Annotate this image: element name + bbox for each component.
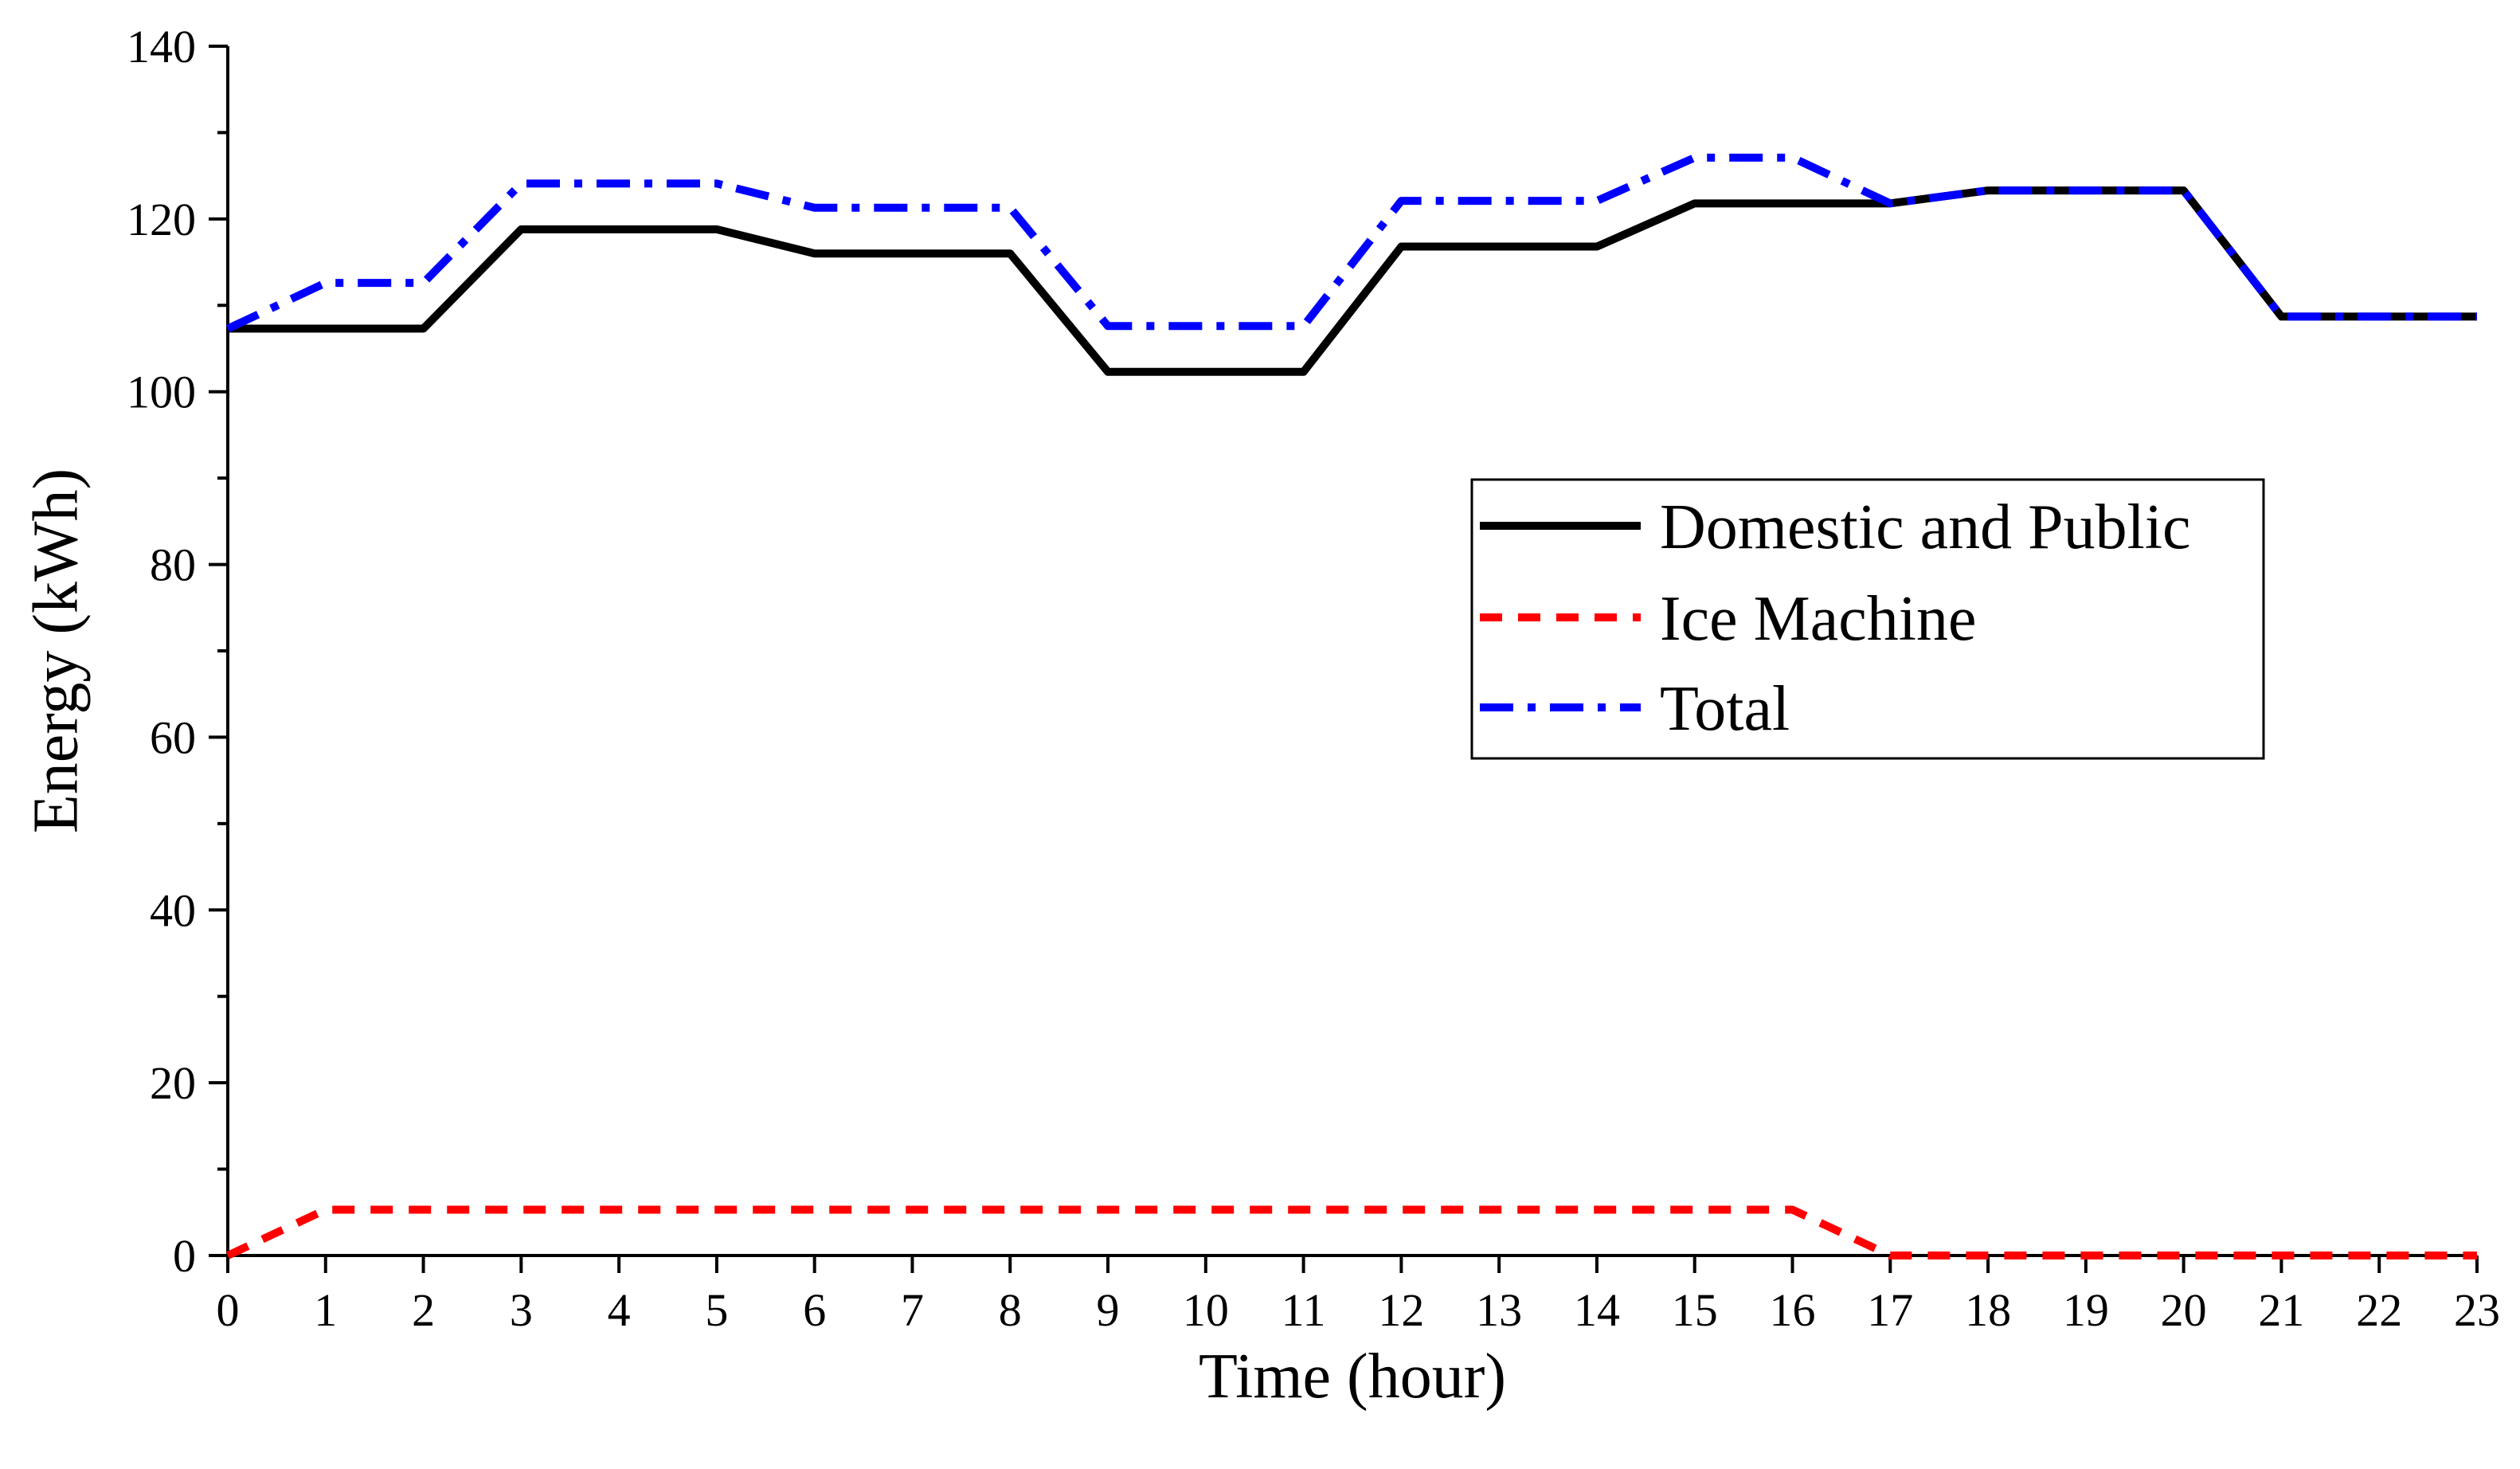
y-tick-label: 40 (150, 884, 196, 936)
x-tick-label: 11 (1282, 1284, 1326, 1336)
x-tick-label: 4 (608, 1284, 631, 1336)
x-tick-label: 6 (803, 1284, 826, 1336)
legend: Domestic and Public Ice Machine Total (1472, 480, 2264, 758)
legend-label: Total (1660, 674, 1790, 744)
x-tick-label: 22 (2356, 1284, 2402, 1336)
y-axis-title: Energy (kWh) (21, 468, 91, 833)
x-tick-label: 21 (2258, 1284, 2304, 1336)
x-tick-label: 8 (999, 1284, 1022, 1336)
series-line-domestic-and-public (228, 190, 2477, 372)
x-tick-label: 7 (901, 1284, 924, 1336)
line-chart: 0 1 2 3 4 5 6 7 8 9 10 11 12 13 14 15 16 17 18 19 20 21 22 2302… (0, 0, 2520, 1469)
x-tick-label: 13 (1476, 1284, 1522, 1336)
x-tick-label: 14 (1574, 1284, 1620, 1336)
x-tick-label: 0 (217, 1284, 240, 1336)
x-axis-title: Time (hour) (1199, 1342, 1506, 1412)
x-tick-label: 18 (1965, 1284, 2011, 1336)
x-tick-label: 20 (2161, 1284, 2207, 1336)
x-tick-label: 10 (1183, 1284, 1229, 1336)
y-tick-label: 20 (150, 1057, 196, 1109)
x-tick-label: 16 (1770, 1284, 1816, 1336)
legend-label: Ice Machine (1660, 584, 1977, 654)
x-tick-label: 9 (1097, 1284, 1120, 1336)
y-tick-label: 120 (127, 194, 196, 245)
x-tick-label: 3 (510, 1284, 533, 1336)
x-tick-label: 23 (2454, 1284, 2500, 1336)
x-tick-label: 17 (1867, 1284, 1913, 1336)
x-tick-label: 19 (2063, 1284, 2109, 1336)
y-tick-label: 0 (173, 1230, 196, 1282)
x-tick-label: 1 (314, 1284, 337, 1336)
y-tick-label: 60 (150, 711, 196, 763)
x-tick-label: 15 (1672, 1284, 1718, 1336)
y-tick-label: 140 (127, 21, 196, 72)
x-tick-label: 5 (705, 1284, 728, 1336)
x-tick-label: 12 (1378, 1284, 1424, 1336)
x-tick-label: 2 (412, 1284, 435, 1336)
series-line-ice-machine (228, 1210, 2477, 1256)
y-tick-label: 100 (127, 366, 196, 418)
legend-label: Domestic and Public (1660, 492, 2191, 562)
y-tick-label: 80 (150, 539, 196, 591)
